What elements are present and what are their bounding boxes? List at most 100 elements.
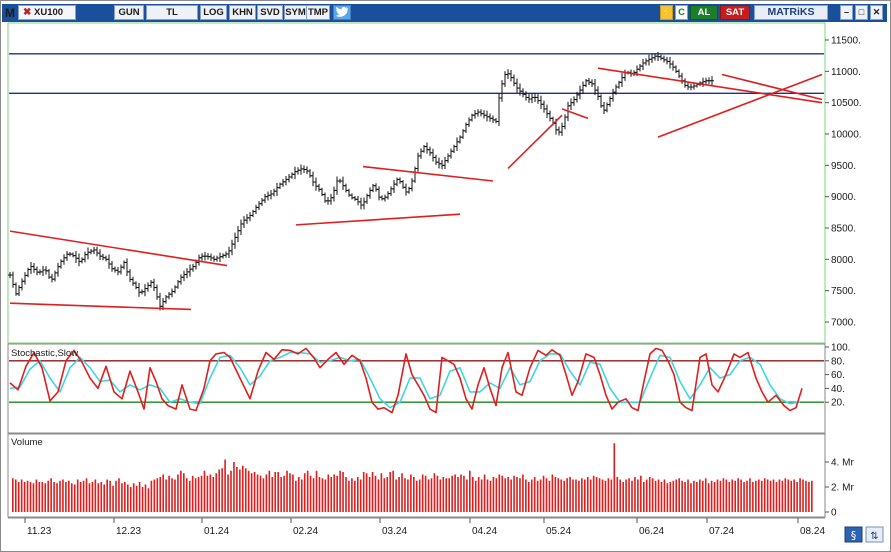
volume-bar — [471, 477, 474, 512]
volume-bar — [315, 470, 318, 512]
volume-bar — [622, 482, 624, 512]
trend-line — [9, 302, 192, 311]
volume-bar — [445, 478, 448, 512]
close-button[interactable]: ✕ — [870, 5, 883, 20]
volume-bar — [233, 462, 235, 512]
volume-bar — [710, 480, 713, 512]
volume-bar — [430, 478, 433, 512]
volume-bar — [413, 477, 415, 512]
trend-line — [295, 213, 461, 226]
volume-bar — [129, 487, 132, 512]
scroll-refresh-button[interactable] — [844, 526, 863, 543]
volume-bar — [50, 478, 52, 512]
volume-bar — [625, 479, 627, 512]
volume-bar — [250, 473, 253, 512]
volume-bar — [719, 480, 722, 512]
sell-button[interactable]: SAT — [720, 5, 750, 20]
gun-button[interactable]: GUN — [114, 5, 144, 20]
volume-bar — [171, 478, 173, 512]
minimize-button[interactable]: – — [840, 5, 853, 20]
symbol-box[interactable]: ✖ XU100 — [18, 5, 76, 20]
time-tick-label: 01.24 — [204, 526, 229, 537]
volume-bar — [448, 478, 450, 512]
khn-button[interactable]: KHN — [229, 5, 256, 20]
volume-bar — [180, 470, 182, 512]
svd-button[interactable]: SVD — [257, 5, 283, 20]
volume-bar — [318, 477, 321, 512]
volume-bar — [109, 480, 111, 512]
volume-bar — [153, 479, 156, 512]
volume-bar — [259, 475, 262, 512]
volume-bar — [525, 479, 527, 512]
volume-bar — [527, 482, 530, 512]
volume-bar — [678, 478, 680, 512]
volume-bar — [607, 478, 610, 512]
volume-bar — [675, 479, 678, 512]
volume-bar — [348, 480, 350, 512]
tmp-button[interactable]: TMP — [306, 5, 330, 20]
volume-bar — [215, 473, 218, 512]
symbol-close-icon[interactable]: ✖ — [23, 7, 32, 18]
volume-bar — [330, 477, 333, 512]
volume-bar — [669, 482, 672, 512]
volume-bar — [628, 478, 630, 512]
volume-bar — [536, 480, 539, 512]
volume-bar — [657, 479, 660, 512]
volume-bar — [569, 477, 571, 512]
twitter-icon[interactable] — [333, 5, 351, 20]
volume-bar — [784, 478, 787, 512]
maximize-button[interactable]: □ — [855, 5, 868, 20]
volume-bar — [312, 478, 315, 512]
volume-bar — [757, 479, 760, 512]
volume-bar — [707, 483, 710, 512]
volume-bar — [374, 475, 377, 512]
volume-bar — [277, 472, 279, 512]
volume-bar — [274, 472, 277, 512]
price-tick-label: 8500. — [831, 224, 856, 235]
lightning-icon[interactable]: ⚡ — [660, 5, 673, 20]
stochastic-panel — [7, 343, 826, 434]
volume-bar — [504, 478, 507, 512]
trend-line — [561, 108, 589, 120]
volume-bar — [377, 479, 380, 512]
volume-bar — [681, 480, 683, 512]
volume-bar — [492, 477, 495, 512]
volume-bar — [763, 478, 766, 512]
volume-bar — [100, 482, 103, 512]
refresh-icon[interactable]: C — [675, 5, 688, 20]
stochastic-tick-label: 80. — [831, 356, 845, 367]
volume-bar — [141, 487, 144, 512]
currency-button[interactable]: TL — [146, 5, 198, 20]
volume-bar — [507, 477, 509, 512]
log-button[interactable]: LOG — [200, 5, 227, 20]
volume-bar — [333, 474, 336, 512]
volume-bar — [206, 475, 209, 512]
volume-bar — [106, 479, 108, 512]
volume-bar — [392, 470, 394, 512]
volume-bar — [778, 479, 781, 512]
volume-bar — [775, 482, 778, 512]
volume-bar — [88, 483, 91, 512]
volume-bar — [165, 479, 167, 512]
buy-button[interactable]: AL — [690, 5, 718, 20]
volume-bar — [253, 472, 256, 512]
volume-bar — [811, 480, 813, 512]
volume-bar — [805, 480, 807, 512]
volume-bar — [218, 469, 221, 512]
volume-bar — [560, 479, 563, 512]
symbol-label: XU100 — [34, 7, 64, 18]
volume-bar — [94, 479, 97, 512]
volume-bar — [575, 479, 577, 512]
volume-bar — [35, 479, 38, 512]
volume-bar — [489, 480, 492, 512]
volume-bar — [634, 477, 636, 512]
price-tick-label: 11000. — [831, 67, 861, 78]
volume-bar — [740, 479, 742, 512]
period-menu[interactable]: M — [5, 6, 15, 20]
price-bar — [710, 76, 714, 86]
scroll-options-button[interactable] — [865, 526, 884, 543]
volume-bar — [572, 479, 574, 512]
trend-line — [657, 73, 823, 138]
scroll-buttons[interactable]: § ⇅ — [844, 526, 884, 543]
volume-bar — [466, 479, 468, 512]
